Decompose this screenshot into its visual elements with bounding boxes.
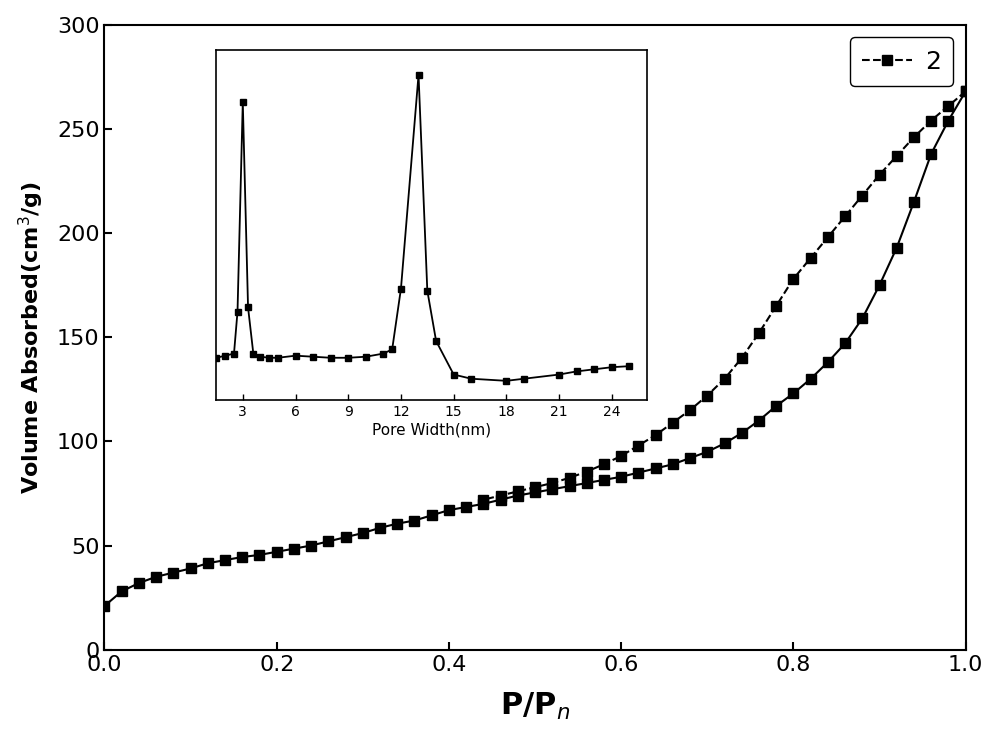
X-axis label: P/P$_n$: P/P$_n$: [500, 691, 570, 722]
Y-axis label: Volume Absorbed(cm$^3$/g): Volume Absorbed(cm$^3$/g): [17, 180, 46, 494]
Legend: 2: 2: [850, 37, 953, 86]
